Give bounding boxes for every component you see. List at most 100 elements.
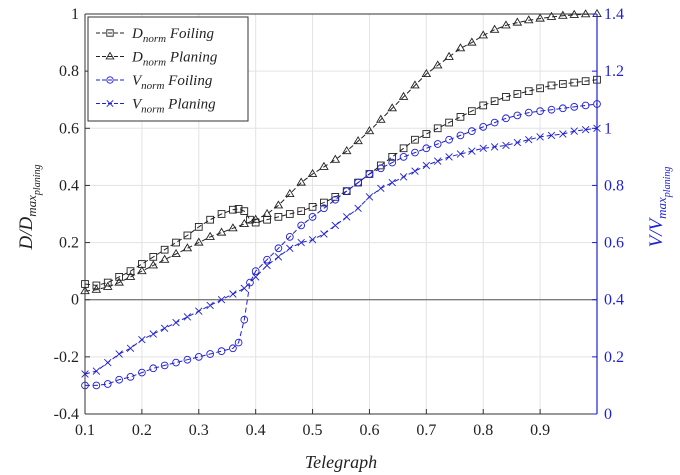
data-point: [240, 284, 249, 293]
data-point: [250, 214, 261, 223]
axes: 0.1 0.2 0.3 0.4 0.5 0.6 0.7 0.8 0.9 -0.4 -0.2 0 0.2 0…: [16, 6, 673, 472]
data-point: [138, 335, 146, 344]
data-point: [262, 208, 272, 218]
series-line: [84, 13, 598, 292]
data-point: [193, 237, 204, 246]
data-point: [320, 230, 328, 238]
data-point: [320, 204, 328, 213]
data-point: [126, 267, 135, 275]
data-point: [559, 104, 567, 113]
series-line: [85, 103, 598, 386]
data-point: [160, 361, 169, 370]
y-left-tick-label: 0.2: [59, 235, 79, 252]
data-point: [217, 347, 226, 355]
data-point: [354, 178, 362, 187]
data-point: [580, 9, 591, 18]
data-point: [194, 353, 203, 361]
data-point: [479, 144, 487, 153]
data-point: [103, 380, 112, 388]
data-point: [547, 81, 556, 90]
data-point: [501, 20, 511, 29]
data-point: [251, 273, 260, 281]
data-point: [581, 77, 590, 85]
x-tick-label: 0.9: [530, 422, 550, 439]
x-axis-label: Telegraph: [305, 452, 377, 472]
data-point: [216, 227, 227, 236]
data-point: [490, 118, 499, 127]
data-point: [535, 13, 545, 22]
data-point: [388, 178, 396, 187]
data-point: [319, 161, 329, 170]
data-point: [205, 231, 215, 240]
data-point: [125, 271, 136, 280]
data-point: [102, 281, 113, 290]
data-point: [411, 148, 419, 157]
data-point: [297, 238, 305, 247]
data-point: [388, 153, 397, 161]
data-point: [536, 107, 544, 115]
data-point: [456, 150, 465, 158]
data-point: [114, 277, 124, 286]
data-point: [502, 93, 510, 101]
data-point: [489, 24, 500, 33]
data-point: [115, 375, 123, 384]
data-point: [195, 307, 203, 315]
data-point: [445, 135, 453, 144]
data-point: [581, 101, 590, 110]
data-point: [490, 97, 499, 105]
data-point: [468, 147, 476, 155]
data-point: [490, 143, 499, 151]
data-point: [502, 141, 510, 150]
data-point: [263, 255, 271, 264]
data-point: [570, 78, 579, 87]
series-1: [80, 8, 602, 295]
series-layer: [80, 8, 602, 390]
data-point: [422, 130, 431, 138]
legend-entry: Vnorm Planing: [96, 97, 216, 116]
data-point: [274, 213, 283, 221]
data-point: [103, 278, 112, 287]
data-point: [91, 284, 102, 293]
data-point: [411, 135, 419, 144]
data-point: [246, 278, 254, 287]
y-right-tick-label: 0.2: [604, 349, 624, 366]
data-point: [341, 146, 352, 155]
data-point: [342, 213, 351, 221]
data-point: [229, 344, 237, 353]
data-point: [308, 203, 317, 211]
y-left-tick-label: 0.6: [59, 120, 79, 137]
data-point: [513, 90, 522, 98]
data-point: [229, 290, 237, 298]
data-point: [149, 253, 158, 261]
legend-marker: [106, 76, 114, 84]
data-point: [388, 158, 397, 167]
data-point: [525, 135, 533, 144]
data-point: [104, 358, 112, 367]
data-point: [194, 223, 203, 231]
data-point: [410, 80, 420, 89]
data-point: [297, 221, 306, 230]
data-point: [285, 188, 295, 198]
y-left-tick-label: 0.4: [59, 177, 79, 194]
data-point: [478, 30, 489, 39]
legend-entry: Vnorm Foiling: [96, 73, 213, 92]
data-point: [354, 204, 362, 213]
data-point: [559, 130, 567, 138]
data-point: [422, 161, 431, 170]
data-point: [239, 218, 250, 228]
series-3: [81, 124, 601, 378]
data-point: [274, 244, 283, 253]
data-point: [172, 358, 180, 367]
series-2: [81, 100, 601, 390]
data-point: [234, 338, 243, 347]
data-point: [148, 260, 159, 269]
data-point: [467, 37, 477, 46]
x-tick-label: 0.2: [132, 422, 152, 439]
data-point: [467, 107, 476, 115]
data-point: [286, 244, 294, 253]
data-point: [353, 136, 363, 145]
data-point: [479, 123, 488, 131]
series-line: [84, 79, 598, 286]
data-point: [445, 118, 453, 127]
x-tick-label: 0.6: [359, 422, 379, 439]
